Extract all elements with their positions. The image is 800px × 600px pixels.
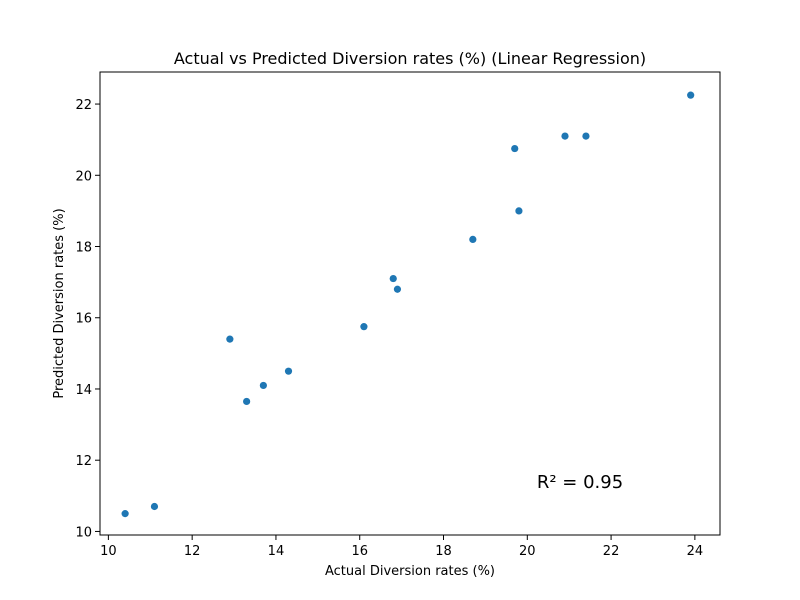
x-tick-label: 20	[519, 544, 536, 559]
y-tick-label: 16	[75, 312, 92, 327]
y-tick-label: 20	[75, 169, 92, 184]
data-point	[226, 335, 234, 343]
x-axis-ticks: 10 12 14 16 18 20 22 24	[100, 535, 703, 559]
y-tick-label: 14	[75, 383, 92, 398]
y-axis-ticks: 10 12 14 16 18 20 22	[75, 98, 100, 540]
y-axis-label: Predicted Diversion rates (%)	[52, 208, 67, 398]
data-point	[582, 132, 590, 140]
data-point	[360, 323, 368, 331]
x-tick-label: 12	[184, 544, 201, 559]
data-point	[561, 132, 569, 140]
y-tick-label: 18	[75, 241, 92, 256]
y-tick-label: 22	[75, 98, 92, 113]
data-point	[284, 367, 293, 375]
scatter-points	[121, 91, 695, 518]
plot-area-frame	[99, 71, 721, 536]
data-point	[121, 510, 129, 518]
data-point	[511, 144, 519, 153]
r-squared-annotation: R² = 0.95	[537, 472, 623, 493]
data-point	[515, 207, 523, 215]
data-point	[259, 381, 267, 390]
x-tick-label: 16	[351, 544, 368, 559]
data-point	[389, 274, 397, 283]
x-tick-label: 14	[268, 544, 285, 559]
data-point	[393, 285, 402, 293]
x-axis-label: Actual Diversion rates (%)	[325, 564, 495, 579]
data-point	[150, 502, 159, 511]
data-point	[687, 91, 695, 99]
data-point	[469, 235, 477, 243]
x-tick-label: 10	[100, 544, 117, 559]
data-point	[243, 397, 251, 406]
x-tick-label: 18	[435, 544, 452, 559]
y-tick-label: 12	[75, 454, 92, 469]
x-tick-label: 22	[603, 544, 620, 559]
chart-title: Actual vs Predicted Diversion rates (%) …	[174, 49, 646, 68]
y-tick-label: 10	[75, 525, 92, 540]
x-tick-label: 24	[687, 544, 704, 559]
